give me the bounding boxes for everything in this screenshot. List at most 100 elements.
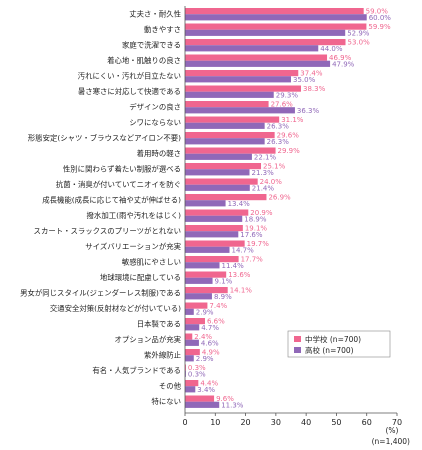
data-label: 4.6% [201,339,219,347]
bar [185,70,299,77]
category-label: 抗菌・消臭が付いていてニオイを防ぐ [56,180,181,189]
category-label: 家庭で洗濯できる [122,41,181,50]
bar [185,339,199,346]
bar [185,138,265,145]
bar [185,355,194,362]
data-label: 27.6% [271,101,294,109]
legend-swatch [294,336,301,342]
category-label: 性別に関わらず着たい制服が選べる [63,165,181,174]
legend-swatch [294,347,301,353]
bar [185,324,200,331]
bar [185,277,213,284]
bar [185,184,250,191]
data-label: 52.9% [347,29,370,37]
bar [185,246,230,253]
data-label: 44.0% [320,45,343,53]
x-tick-label: 50 [331,418,341,427]
data-label: 8.9% [214,293,232,301]
data-label: 53.0% [348,39,371,47]
data-label: 2.9% [196,308,214,316]
data-label: 2.4% [194,333,212,341]
bar [185,262,220,269]
data-label: 4.7% [201,324,219,332]
bar [185,45,319,52]
data-label: 21.3% [252,169,275,177]
data-label: 11.4% [222,262,245,270]
category-label: 地球環境に配慮している [100,273,181,282]
bar [185,380,199,387]
data-label: 22.1% [254,153,277,161]
bar [185,401,220,408]
category-label: サイズバリエーションが充実 [85,242,181,251]
category-label: オプション品が充実 [114,335,181,344]
category-label: 形態安定(シャツ・ブラウスなどアイロン不要) [28,134,181,143]
data-label: 25.1% [263,163,286,171]
data-label: 31.1% [281,116,304,124]
category-labels: 丈夫さ・耐久性動きやすさ家庭で洗濯できる着心地・肌触りの良さ汚れにくい・汚れが目… [20,10,182,407]
bar [185,225,243,232]
bar [185,395,215,402]
bar [185,8,364,15]
bar [185,318,205,325]
data-label: 35.0% [293,76,316,84]
bar [185,386,196,393]
data-label: 0.3% [188,370,206,378]
category-label: 着用時の軽さ [137,149,181,158]
bar [185,85,301,92]
bar [185,14,367,21]
data-label: 11.3% [221,401,244,409]
legend: 中学校 (n=700)高校 (n=700) [287,330,391,358]
data-label: 46.9% [329,54,352,62]
bar [185,200,226,207]
category-label: 汚れにくい・汚れが目立たない [78,72,181,81]
category-label: 動きやすさ [144,25,181,34]
data-label: 29.9% [278,147,301,155]
bar [185,153,252,160]
bar [185,147,276,154]
data-label: 59.0% [366,8,389,16]
bar [185,178,258,185]
bar [185,194,267,201]
bar [185,287,228,294]
bar [185,209,249,216]
data-label: 21.4% [252,184,275,192]
data-label: 47.9% [332,60,355,68]
bar [185,308,194,315]
bar [185,271,227,278]
x-tick-label: 20 [240,418,250,427]
data-label: 2.9% [196,355,214,363]
data-label: 17.7% [241,256,264,264]
x-tick-label: 40 [301,418,311,427]
x-tick-label: 70 [392,418,402,427]
category-label: その他 [159,382,182,391]
data-label: 24.0% [260,178,283,186]
bar [185,29,346,36]
data-label: 20.9% [250,209,273,217]
category-label: 男女が同じスタイル(ジェンダーレス制服)である [20,289,181,298]
bar [185,163,262,170]
bar [185,54,328,61]
data-label: 7.4% [209,302,227,310]
data-label: 4.9% [202,349,220,357]
bar [185,302,208,309]
bar [185,293,212,300]
bar [185,116,280,123]
data-label: 26.9% [268,194,291,202]
legend-label: 高校 (n=700) [305,345,354,355]
x-tick-label: 30 [271,418,281,427]
data-label: 29.6% [277,132,300,140]
data-label: 14.1% [230,287,253,295]
legend-label: 中学校 (n=700) [305,334,361,344]
x-axis: 0 10 20 30 40 50 60 70 [182,6,402,427]
bar [185,370,186,377]
category-label: 着心地・肌触りの良さ [107,56,181,65]
data-label: 13.4% [228,200,251,208]
data-label: 19.1% [245,225,268,233]
data-label: 0.3% [188,364,206,372]
bar [185,132,275,139]
data-label: 19.7% [247,240,270,248]
bars-group: 59.0%60.0%59.9%52.9% 53.0% 44.0%46.9%47.9%… [185,8,392,409]
category-label: シワにならない [129,118,181,127]
data-label: 60.0% [369,14,392,22]
